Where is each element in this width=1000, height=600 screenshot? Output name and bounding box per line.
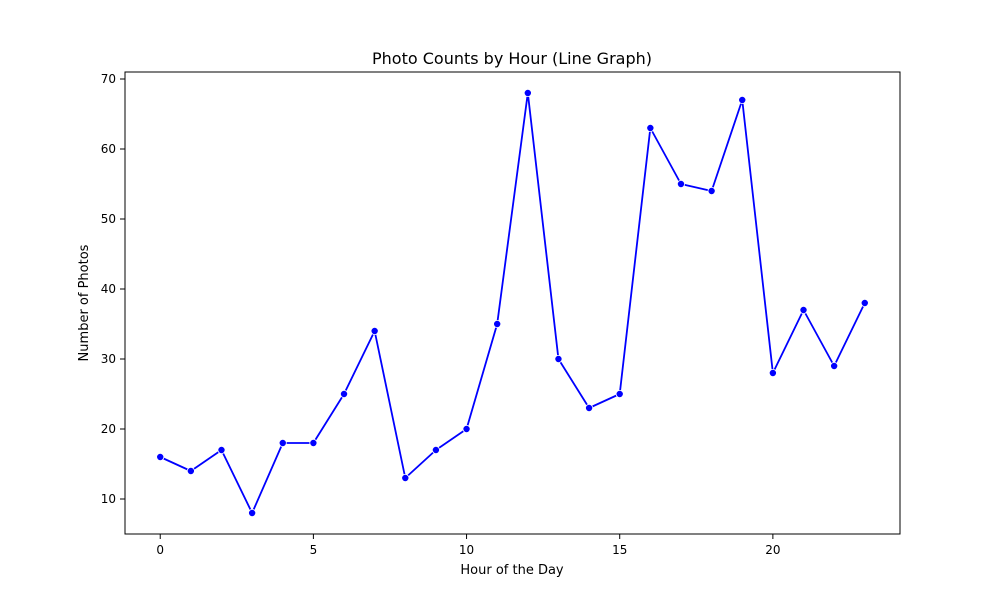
- y-tick-label: 10: [101, 492, 116, 506]
- data-point: [860, 298, 869, 307]
- data-point: [738, 96, 747, 105]
- x-axis-ticks: 0 5 10 15 20: [156, 534, 781, 557]
- data-point: [830, 361, 839, 370]
- data-point: [462, 424, 471, 433]
- data-point: [676, 179, 685, 188]
- data-point: [799, 305, 808, 314]
- data-point: [186, 466, 195, 475]
- x-tick-label: 5: [310, 543, 318, 557]
- y-axis-ticks: 10 20 30 40 50 60 70: [101, 72, 125, 506]
- data-point: [493, 319, 502, 328]
- data-point: [646, 124, 655, 133]
- data-point: [156, 452, 165, 461]
- y-tick-label: 60: [101, 142, 116, 156]
- plot-frame: [124, 71, 901, 535]
- x-tick-label: 15: [612, 543, 627, 557]
- data-point: [401, 473, 410, 482]
- x-axis-label: Hour of the Day: [460, 563, 564, 578]
- y-tick-label: 20: [101, 422, 116, 436]
- series-layer: [156, 89, 869, 517]
- data-point: [309, 438, 318, 447]
- data-point: [523, 89, 532, 98]
- y-axis-label: Number of Photos: [77, 244, 92, 361]
- y-tick-label: 50: [101, 212, 116, 226]
- data-point: [278, 438, 287, 447]
- data-point: [768, 368, 777, 377]
- y-tick-label: 40: [101, 282, 116, 296]
- data-point: [370, 326, 379, 335]
- data-point: [217, 445, 226, 454]
- data-point: [248, 508, 257, 517]
- x-tick-label: 10: [459, 543, 474, 557]
- x-tick-label: 20: [765, 543, 780, 557]
- data-point: [554, 354, 563, 363]
- chart-title: Photo Counts by Hour (Line Graph): [372, 49, 652, 68]
- plot-area: 0 5 10 15 20 10 20 30 40 50 60 70: [101, 71, 901, 557]
- data-point: [707, 186, 716, 195]
- data-point: [431, 445, 440, 454]
- x-tick-label: 0: [156, 543, 164, 557]
- data-point: [615, 389, 624, 398]
- y-tick-label: 30: [101, 352, 116, 366]
- series-line: [159, 92, 866, 514]
- y-tick-label: 70: [101, 72, 116, 86]
- data-point: [340, 389, 349, 398]
- data-point: [585, 403, 594, 412]
